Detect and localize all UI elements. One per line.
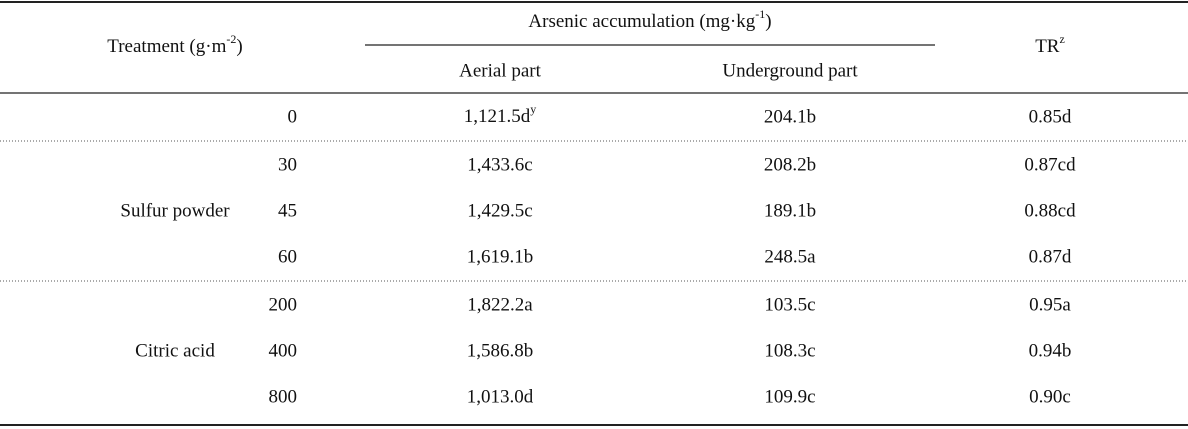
underground-value: 248.5a <box>764 246 816 267</box>
aerial-value: 1,429.5c <box>467 200 532 221</box>
header-underground: Underground part <box>722 60 858 81</box>
aerial-value: 1,013.0d <box>467 386 534 407</box>
tr-value: 0.90c <box>1029 386 1071 407</box>
header-tr: TRz <box>1035 32 1065 58</box>
dose: 800 <box>269 386 298 407</box>
aerial-value-sup: y <box>530 102 536 116</box>
aerial-value: 1,433.6c <box>467 154 532 175</box>
header-treatment-sup: -2 <box>226 32 236 46</box>
underground-value: 103.5c <box>764 294 815 315</box>
group-label: Citric acid <box>135 340 215 361</box>
underground-value: 109.9c <box>764 386 815 407</box>
underground-value: 189.1b <box>764 200 816 221</box>
aerial-value-text: 1,121.5d <box>464 106 531 127</box>
header-treatment-tail: ) <box>236 36 242 57</box>
aerial-value: 1,619.1b <box>467 246 534 267</box>
group-label: Sulfur powder <box>120 200 230 221</box>
header-tr-sup: z <box>1059 32 1064 46</box>
tr-value: 0.94b <box>1029 340 1072 361</box>
header-arsenic: Arsenic accumulation (mg·kg-1) <box>528 7 771 33</box>
aerial-value: 1,586.8b <box>467 340 534 361</box>
tr-value: 0.87cd <box>1024 154 1076 175</box>
aerial-value: 1,822.2a <box>467 294 533 315</box>
dose: 30 <box>278 154 297 175</box>
underground-value: 208.2b <box>764 154 816 175</box>
dose: 400 <box>269 340 298 361</box>
underground-value: 204.1b <box>764 106 816 127</box>
dose: 45 <box>278 200 297 221</box>
header-arsenic-tail: ) <box>765 11 771 32</box>
header-aerial: Aerial part <box>459 60 541 81</box>
dose: 0 <box>288 106 298 127</box>
tr-value: 0.85d <box>1029 106 1072 127</box>
header-treatment: Treatment (g·m-2) <box>107 32 242 58</box>
header-arsenic-text: Arsenic accumulation (mg·kg <box>528 11 755 32</box>
header-treatment-text: Treatment (g·m <box>107 36 226 57</box>
tr-value: 0.88cd <box>1024 200 1076 221</box>
dose: 200 <box>269 294 298 315</box>
header-arsenic-sup: -1 <box>755 7 765 21</box>
header-tr-text: TR <box>1035 36 1060 57</box>
aerial-value: 1,121.5dy <box>464 102 537 128</box>
dose: 60 <box>278 246 297 267</box>
tr-value: 0.95a <box>1029 294 1071 315</box>
underground-value: 108.3c <box>764 340 815 361</box>
tr-value: 0.87d <box>1029 246 1072 267</box>
